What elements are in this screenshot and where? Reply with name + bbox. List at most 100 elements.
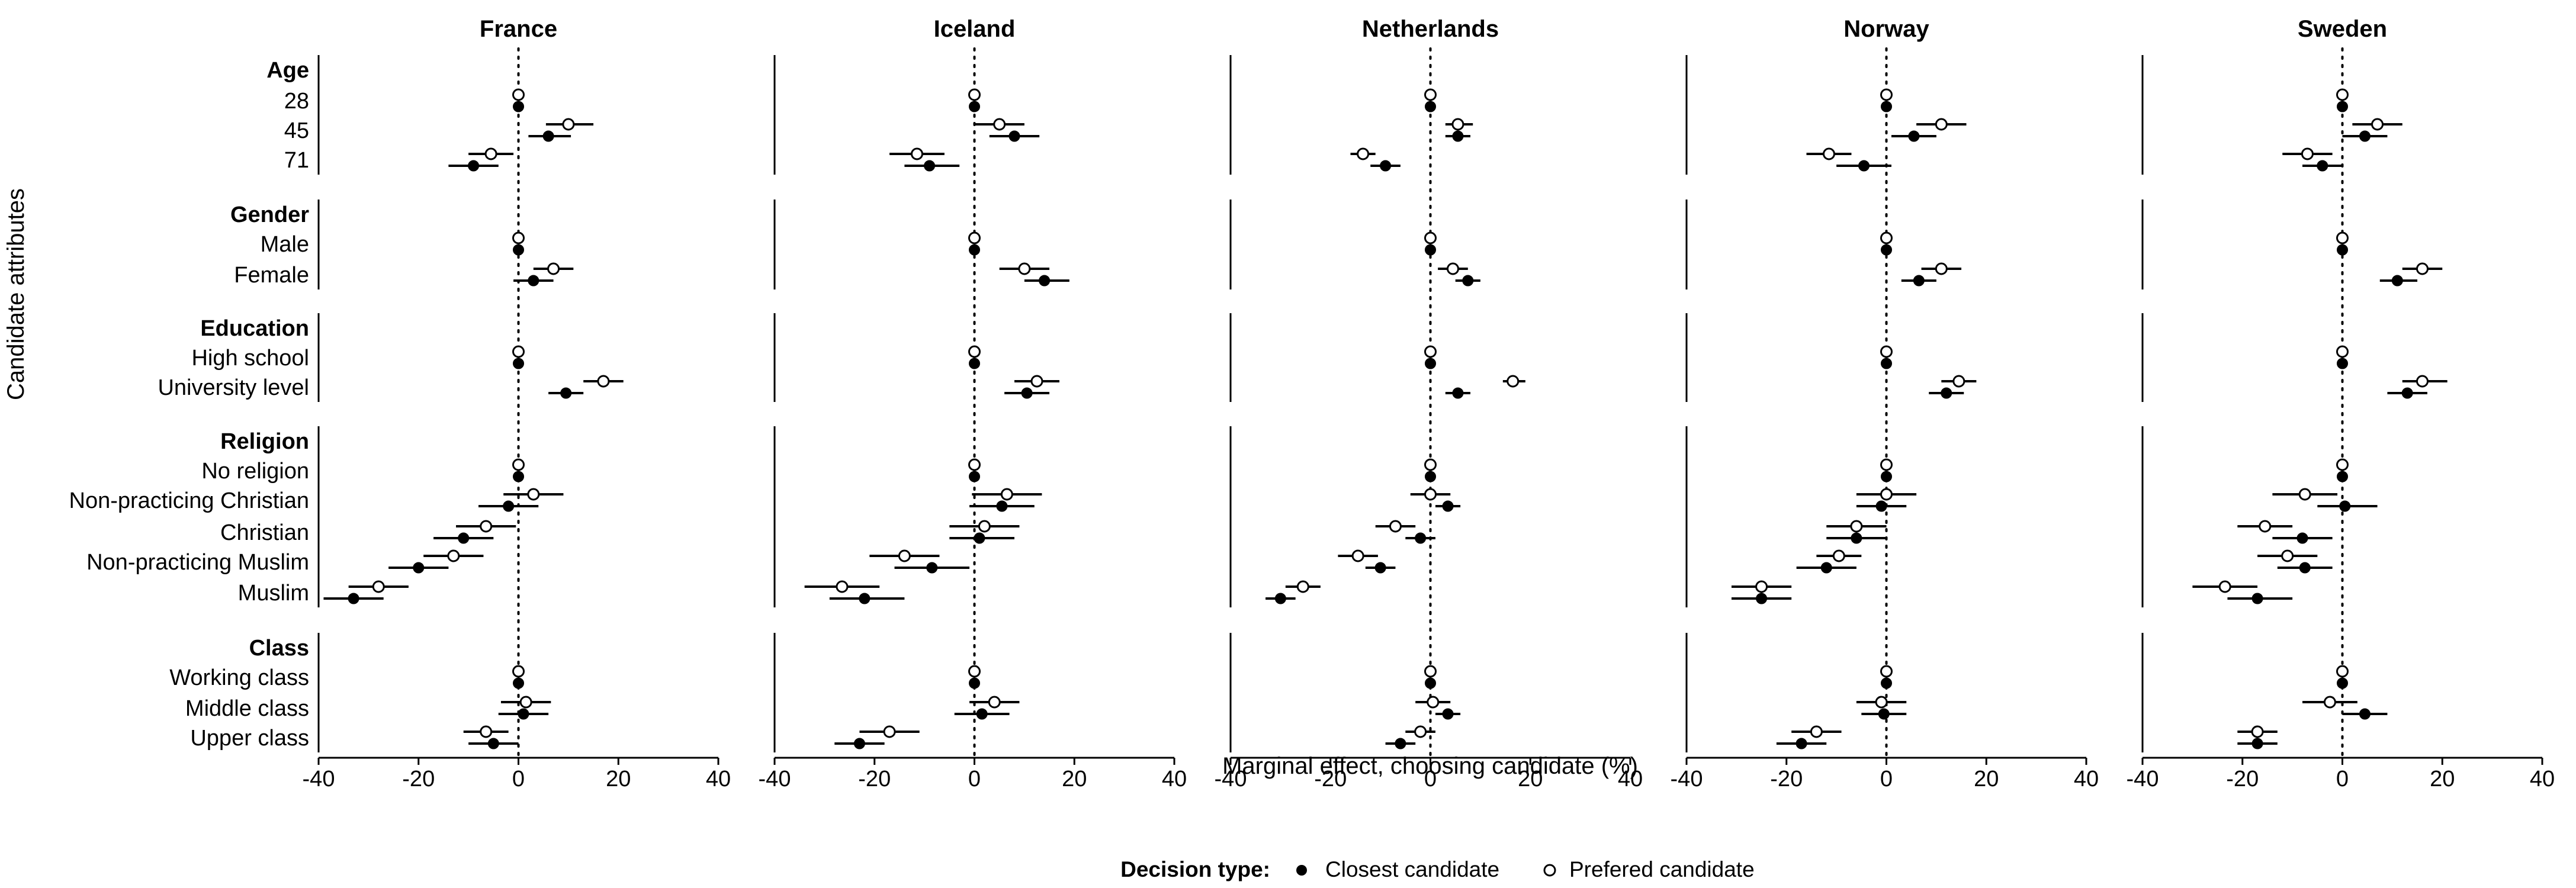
point-prefered-netherlands-working-class xyxy=(1424,665,1437,678)
point-prefered-sweden-female xyxy=(2416,262,2429,275)
x-tick-label-iceland: 20 xyxy=(1062,767,1087,792)
point-prefered-norway-non-practicing-muslim xyxy=(1832,549,1845,562)
x-tick-label-iceland: -20 xyxy=(858,767,891,792)
point-prefered-sweden-upper-class xyxy=(2251,725,2264,738)
panel-title-sweden: Sweden xyxy=(2298,16,2387,42)
point-closest-france-71 xyxy=(468,160,480,172)
point-prefered-norway-female xyxy=(1935,262,1948,275)
point-prefered-netherlands-non-practicing-christian xyxy=(1424,488,1437,501)
point-prefered-sweden-male xyxy=(2336,231,2349,244)
point-prefered-sweden-non-practicing-muslim xyxy=(2281,549,2294,562)
point-closest-norway-working-class xyxy=(1881,677,1892,689)
point-closest-norway-28 xyxy=(1881,101,1892,112)
point-prefered-france-non-practicing-christian xyxy=(527,488,540,501)
point-prefered-netherlands-middle-class xyxy=(1427,696,1440,709)
point-closest-france-male xyxy=(513,244,524,256)
point-closest-france-christian xyxy=(458,532,470,544)
x-tick-label-norway: -20 xyxy=(1770,767,1803,792)
point-prefered-sweden-middle-class xyxy=(2323,696,2336,709)
point-closest-netherlands-university-level xyxy=(1452,387,1464,399)
point-prefered-iceland-male xyxy=(968,231,981,244)
point-closest-sweden-university-level xyxy=(2401,387,2413,399)
x-tick-label-france: -40 xyxy=(303,767,335,792)
point-prefered-norway-45 xyxy=(1935,118,1948,131)
point-closest-iceland-muslim xyxy=(859,593,871,604)
row-label-muslim: Muslim xyxy=(238,581,309,606)
point-prefered-netherlands-45 xyxy=(1451,118,1464,131)
point-prefered-iceland-female xyxy=(1018,262,1031,275)
point-closest-netherlands-working-class xyxy=(1425,677,1436,689)
point-prefered-france-45 xyxy=(562,118,575,131)
x-tick-label-netherlands: -20 xyxy=(1314,767,1347,792)
point-prefered-iceland-non-practicing-muslim xyxy=(898,549,911,562)
legend-prefered-label: Prefered candidate xyxy=(1569,857,1755,881)
point-prefered-netherlands-university-level xyxy=(1507,375,1520,388)
row-label-university-level: University level xyxy=(158,375,309,400)
point-closest-iceland-working-class xyxy=(969,677,980,689)
point-closest-netherlands-28 xyxy=(1425,101,1436,112)
point-closest-france-muslim xyxy=(348,593,359,604)
point-prefered-norway-28 xyxy=(1880,88,1893,101)
point-closest-norway-45 xyxy=(1908,130,1920,142)
legend-title: Decision type: xyxy=(1120,857,1270,881)
point-prefered-france-working-class xyxy=(512,665,525,678)
point-closest-netherlands-71 xyxy=(1380,160,1392,172)
point-closest-norway-female xyxy=(1913,275,1925,287)
point-prefered-netherlands-no-religion xyxy=(1424,458,1437,471)
point-prefered-sweden-working-class xyxy=(2336,665,2349,678)
point-prefered-sweden-university-level xyxy=(2416,375,2429,388)
point-closest-france-middle-class xyxy=(518,708,529,720)
point-closest-france-working-class xyxy=(513,677,524,689)
point-closest-iceland-no-religion xyxy=(969,471,980,482)
group-header-education: Education xyxy=(200,316,309,341)
row-label-male: Male xyxy=(261,232,309,257)
point-closest-iceland-university-level xyxy=(1021,387,1033,399)
point-prefered-france-71 xyxy=(484,147,497,160)
point-closest-iceland-71 xyxy=(924,160,936,172)
row-label-28: 28 xyxy=(284,89,309,114)
point-closest-iceland-28 xyxy=(969,101,980,112)
point-prefered-iceland-high-school xyxy=(968,345,981,358)
point-closest-netherlands-45 xyxy=(1452,130,1464,142)
point-closest-netherlands-male xyxy=(1425,244,1436,256)
point-prefered-iceland-45 xyxy=(993,118,1006,131)
y-axis-title: Candidate attributes xyxy=(3,188,29,400)
point-prefered-netherlands-male xyxy=(1424,231,1437,244)
point-prefered-iceland-university-level xyxy=(1030,375,1043,388)
point-closest-netherlands-non-practicing-christian xyxy=(1442,500,1454,512)
x-tick-label-iceland: -40 xyxy=(759,767,791,792)
point-prefered-netherlands-high-school xyxy=(1424,345,1437,358)
point-closest-france-female xyxy=(528,275,539,287)
point-closest-france-high-school xyxy=(513,358,524,369)
point-closest-iceland-high-school xyxy=(969,358,980,369)
point-prefered-norway-high-school xyxy=(1880,345,1893,358)
legend: Decision type: Closest candidate Prefere… xyxy=(1120,857,1755,881)
x-tick-label-norway: 20 xyxy=(1974,767,1999,792)
point-closest-netherlands-muslim xyxy=(1274,593,1286,604)
point-closest-sweden-71 xyxy=(2317,160,2328,172)
group-header-class: Class xyxy=(249,636,309,661)
point-prefered-norway-middle-class xyxy=(1875,696,1888,709)
panel-title-norway: Norway xyxy=(1843,16,1929,42)
point-closest-netherlands-no-religion xyxy=(1425,471,1436,482)
point-prefered-netherlands-female xyxy=(1446,262,1459,275)
point-closest-sweden-working-class xyxy=(2337,677,2348,689)
x-tick-label-netherlands: 20 xyxy=(1518,767,1543,792)
point-prefered-norway-working-class xyxy=(1880,665,1893,678)
x-tick-label-france: -20 xyxy=(402,767,435,792)
row-label-middle-class: Middle class xyxy=(185,696,309,721)
point-prefered-sweden-45 xyxy=(2371,118,2384,131)
point-prefered-netherlands-71 xyxy=(1357,147,1370,160)
legend-closest-label: Closest candidate xyxy=(1325,857,1499,881)
point-closest-iceland-male xyxy=(969,244,980,256)
row-label-non-practicing-muslim: Non-practicing Muslim xyxy=(86,550,309,575)
point-closest-sweden-high-school xyxy=(2337,358,2348,369)
row-label-female: Female xyxy=(234,263,309,288)
point-prefered-norway-71 xyxy=(1822,147,1835,160)
point-prefered-netherlands-muslim xyxy=(1296,580,1309,593)
point-prefered-france-non-practicing-muslim xyxy=(447,549,460,562)
point-prefered-iceland-28 xyxy=(968,88,981,101)
point-prefered-iceland-71 xyxy=(910,147,923,160)
point-prefered-france-middle-class xyxy=(519,696,532,709)
x-tick-label-sweden: -20 xyxy=(2226,767,2259,792)
